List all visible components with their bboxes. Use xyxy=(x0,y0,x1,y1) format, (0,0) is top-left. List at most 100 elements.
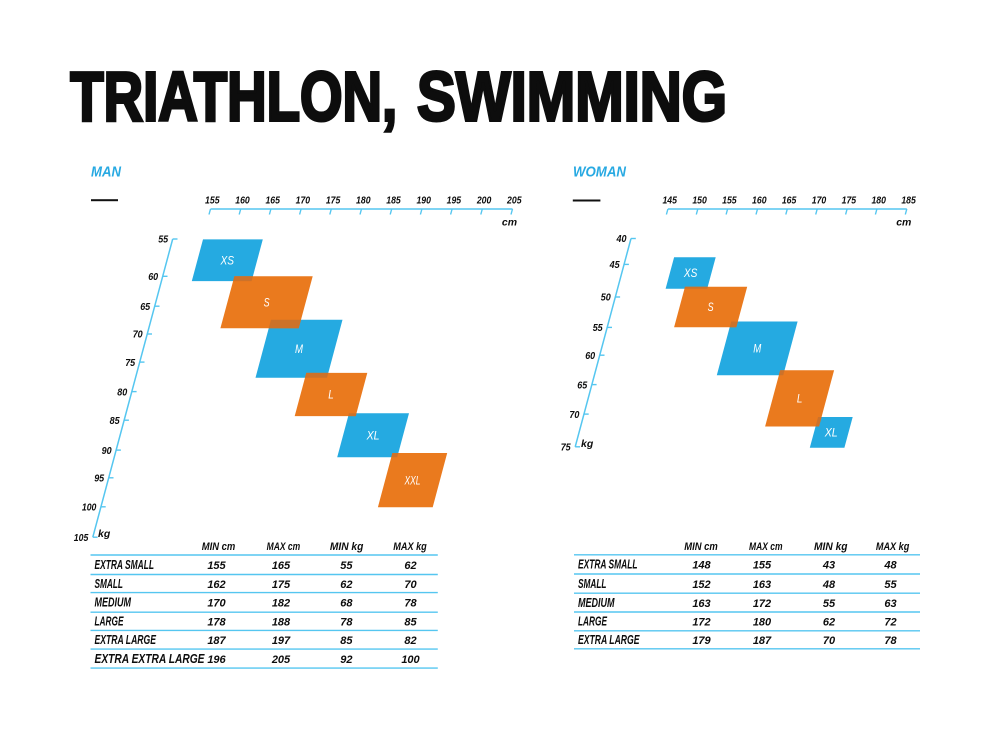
svg-text:160: 160 xyxy=(235,195,250,207)
svg-text:48: 48 xyxy=(822,579,836,591)
svg-text:178: 178 xyxy=(207,617,226,629)
svg-text:50: 50 xyxy=(601,292,611,304)
svg-text:70: 70 xyxy=(404,579,417,591)
svg-text:172: 172 xyxy=(692,617,710,629)
svg-text:MAX kg: MAX kg xyxy=(393,541,427,553)
svg-text:EXTRA EXTRA LARGE: EXTRA EXTRA LARGE xyxy=(95,652,206,666)
svg-text:MAX cm: MAX cm xyxy=(267,541,301,553)
svg-text:197: 197 xyxy=(272,635,291,647)
svg-text:185: 185 xyxy=(901,195,916,207)
svg-text:SMALL: SMALL xyxy=(95,577,124,591)
svg-text:78: 78 xyxy=(404,598,417,610)
svg-text:205: 205 xyxy=(271,654,291,666)
svg-text:100: 100 xyxy=(401,654,420,666)
svg-text:187: 187 xyxy=(207,635,226,647)
svg-text:182: 182 xyxy=(272,598,290,610)
svg-text:75: 75 xyxy=(125,357,135,369)
svg-text:M: M xyxy=(295,342,304,356)
svg-text:MIN cm: MIN cm xyxy=(202,541,236,553)
svg-text:155: 155 xyxy=(753,560,772,572)
svg-text:180: 180 xyxy=(356,195,371,207)
svg-text:170: 170 xyxy=(207,598,226,610)
svg-text:196: 196 xyxy=(207,654,226,666)
svg-text:cm: cm xyxy=(502,217,517,229)
svg-text:155: 155 xyxy=(207,560,226,572)
svg-text:187: 187 xyxy=(753,635,772,647)
svg-text:165: 165 xyxy=(272,560,291,572)
svg-text:180: 180 xyxy=(871,195,886,207)
svg-text:MIN cm: MIN cm xyxy=(684,541,718,553)
svg-text:EXTRA LARGE: EXTRA LARGE xyxy=(95,633,157,647)
svg-text:155: 155 xyxy=(205,195,220,207)
svg-text:160: 160 xyxy=(752,195,767,207)
svg-text:163: 163 xyxy=(753,579,771,591)
svg-text:55: 55 xyxy=(593,322,603,334)
svg-text:55: 55 xyxy=(158,234,168,246)
svg-text:165: 165 xyxy=(265,195,280,207)
svg-text:175: 175 xyxy=(272,579,291,591)
svg-text:85: 85 xyxy=(110,415,120,427)
svg-text:170: 170 xyxy=(296,195,311,207)
svg-text:TRIATHLON,: TRIATHLON, xyxy=(70,58,397,136)
svg-text:152: 152 xyxy=(692,579,710,591)
svg-text:EXTRA LARGE: EXTRA LARGE xyxy=(578,633,640,647)
svg-text:205: 205 xyxy=(506,195,521,207)
svg-text:55: 55 xyxy=(823,598,836,610)
svg-text:175: 175 xyxy=(326,195,341,207)
svg-text:195: 195 xyxy=(447,195,462,207)
svg-text:95: 95 xyxy=(94,473,104,485)
svg-text:190: 190 xyxy=(416,195,431,207)
svg-text:145: 145 xyxy=(662,195,677,207)
svg-text:185: 185 xyxy=(386,195,401,207)
svg-text:62: 62 xyxy=(340,579,352,591)
svg-text:60: 60 xyxy=(585,350,595,362)
svg-text:MEDIUM: MEDIUM xyxy=(95,596,132,610)
svg-text:78: 78 xyxy=(884,635,897,647)
svg-text:60: 60 xyxy=(148,271,158,283)
svg-text:165: 165 xyxy=(782,195,797,207)
svg-text:78: 78 xyxy=(340,617,353,629)
svg-text:LARGE: LARGE xyxy=(95,615,124,629)
svg-text:MEDIUM: MEDIUM xyxy=(578,596,615,610)
svg-text:90: 90 xyxy=(102,445,112,457)
svg-text:SMALL: SMALL xyxy=(578,577,607,591)
svg-text:EXTRA SMALL: EXTRA SMALL xyxy=(95,558,155,572)
svg-text:S: S xyxy=(264,295,270,309)
svg-text:XL: XL xyxy=(824,426,838,440)
svg-text:188: 188 xyxy=(272,617,291,629)
svg-text:XS: XS xyxy=(683,266,697,280)
svg-text:179: 179 xyxy=(692,635,711,647)
svg-text:65: 65 xyxy=(140,301,150,313)
svg-text:100: 100 xyxy=(82,502,97,514)
svg-text:SWIMMING: SWIMMING xyxy=(417,58,727,136)
svg-text:45: 45 xyxy=(609,259,620,271)
svg-text:85: 85 xyxy=(404,617,417,629)
svg-text:L: L xyxy=(328,388,334,402)
svg-text:105: 105 xyxy=(74,532,89,544)
svg-text:82: 82 xyxy=(404,635,416,647)
svg-text:MAX kg: MAX kg xyxy=(876,541,910,553)
svg-text:200: 200 xyxy=(476,195,491,207)
svg-text:70: 70 xyxy=(823,635,836,647)
svg-text:80: 80 xyxy=(117,386,127,398)
svg-text:WOMAN: WOMAN xyxy=(573,163,627,180)
svg-text:155: 155 xyxy=(722,195,737,207)
svg-text:MAN: MAN xyxy=(91,163,122,180)
svg-text:62: 62 xyxy=(404,560,416,572)
svg-text:EXTRA SMALL: EXTRA SMALL xyxy=(578,558,638,572)
svg-text:XS: XS xyxy=(220,253,234,267)
svg-text:150: 150 xyxy=(692,195,707,207)
svg-text:70: 70 xyxy=(569,409,579,421)
svg-text:75: 75 xyxy=(561,442,571,454)
svg-text:MIN kg: MIN kg xyxy=(814,541,848,553)
svg-text:170: 170 xyxy=(812,195,827,207)
svg-text:68: 68 xyxy=(340,598,353,610)
svg-text:M: M xyxy=(753,342,762,356)
svg-text:72: 72 xyxy=(884,617,896,629)
svg-text:70: 70 xyxy=(133,329,143,341)
svg-text:43: 43 xyxy=(822,560,835,572)
svg-text:XL: XL xyxy=(366,428,380,442)
svg-text:LARGE: LARGE xyxy=(578,615,607,629)
svg-text:MIN kg: MIN kg xyxy=(330,541,364,553)
svg-text:MAX cm: MAX cm xyxy=(749,541,783,553)
